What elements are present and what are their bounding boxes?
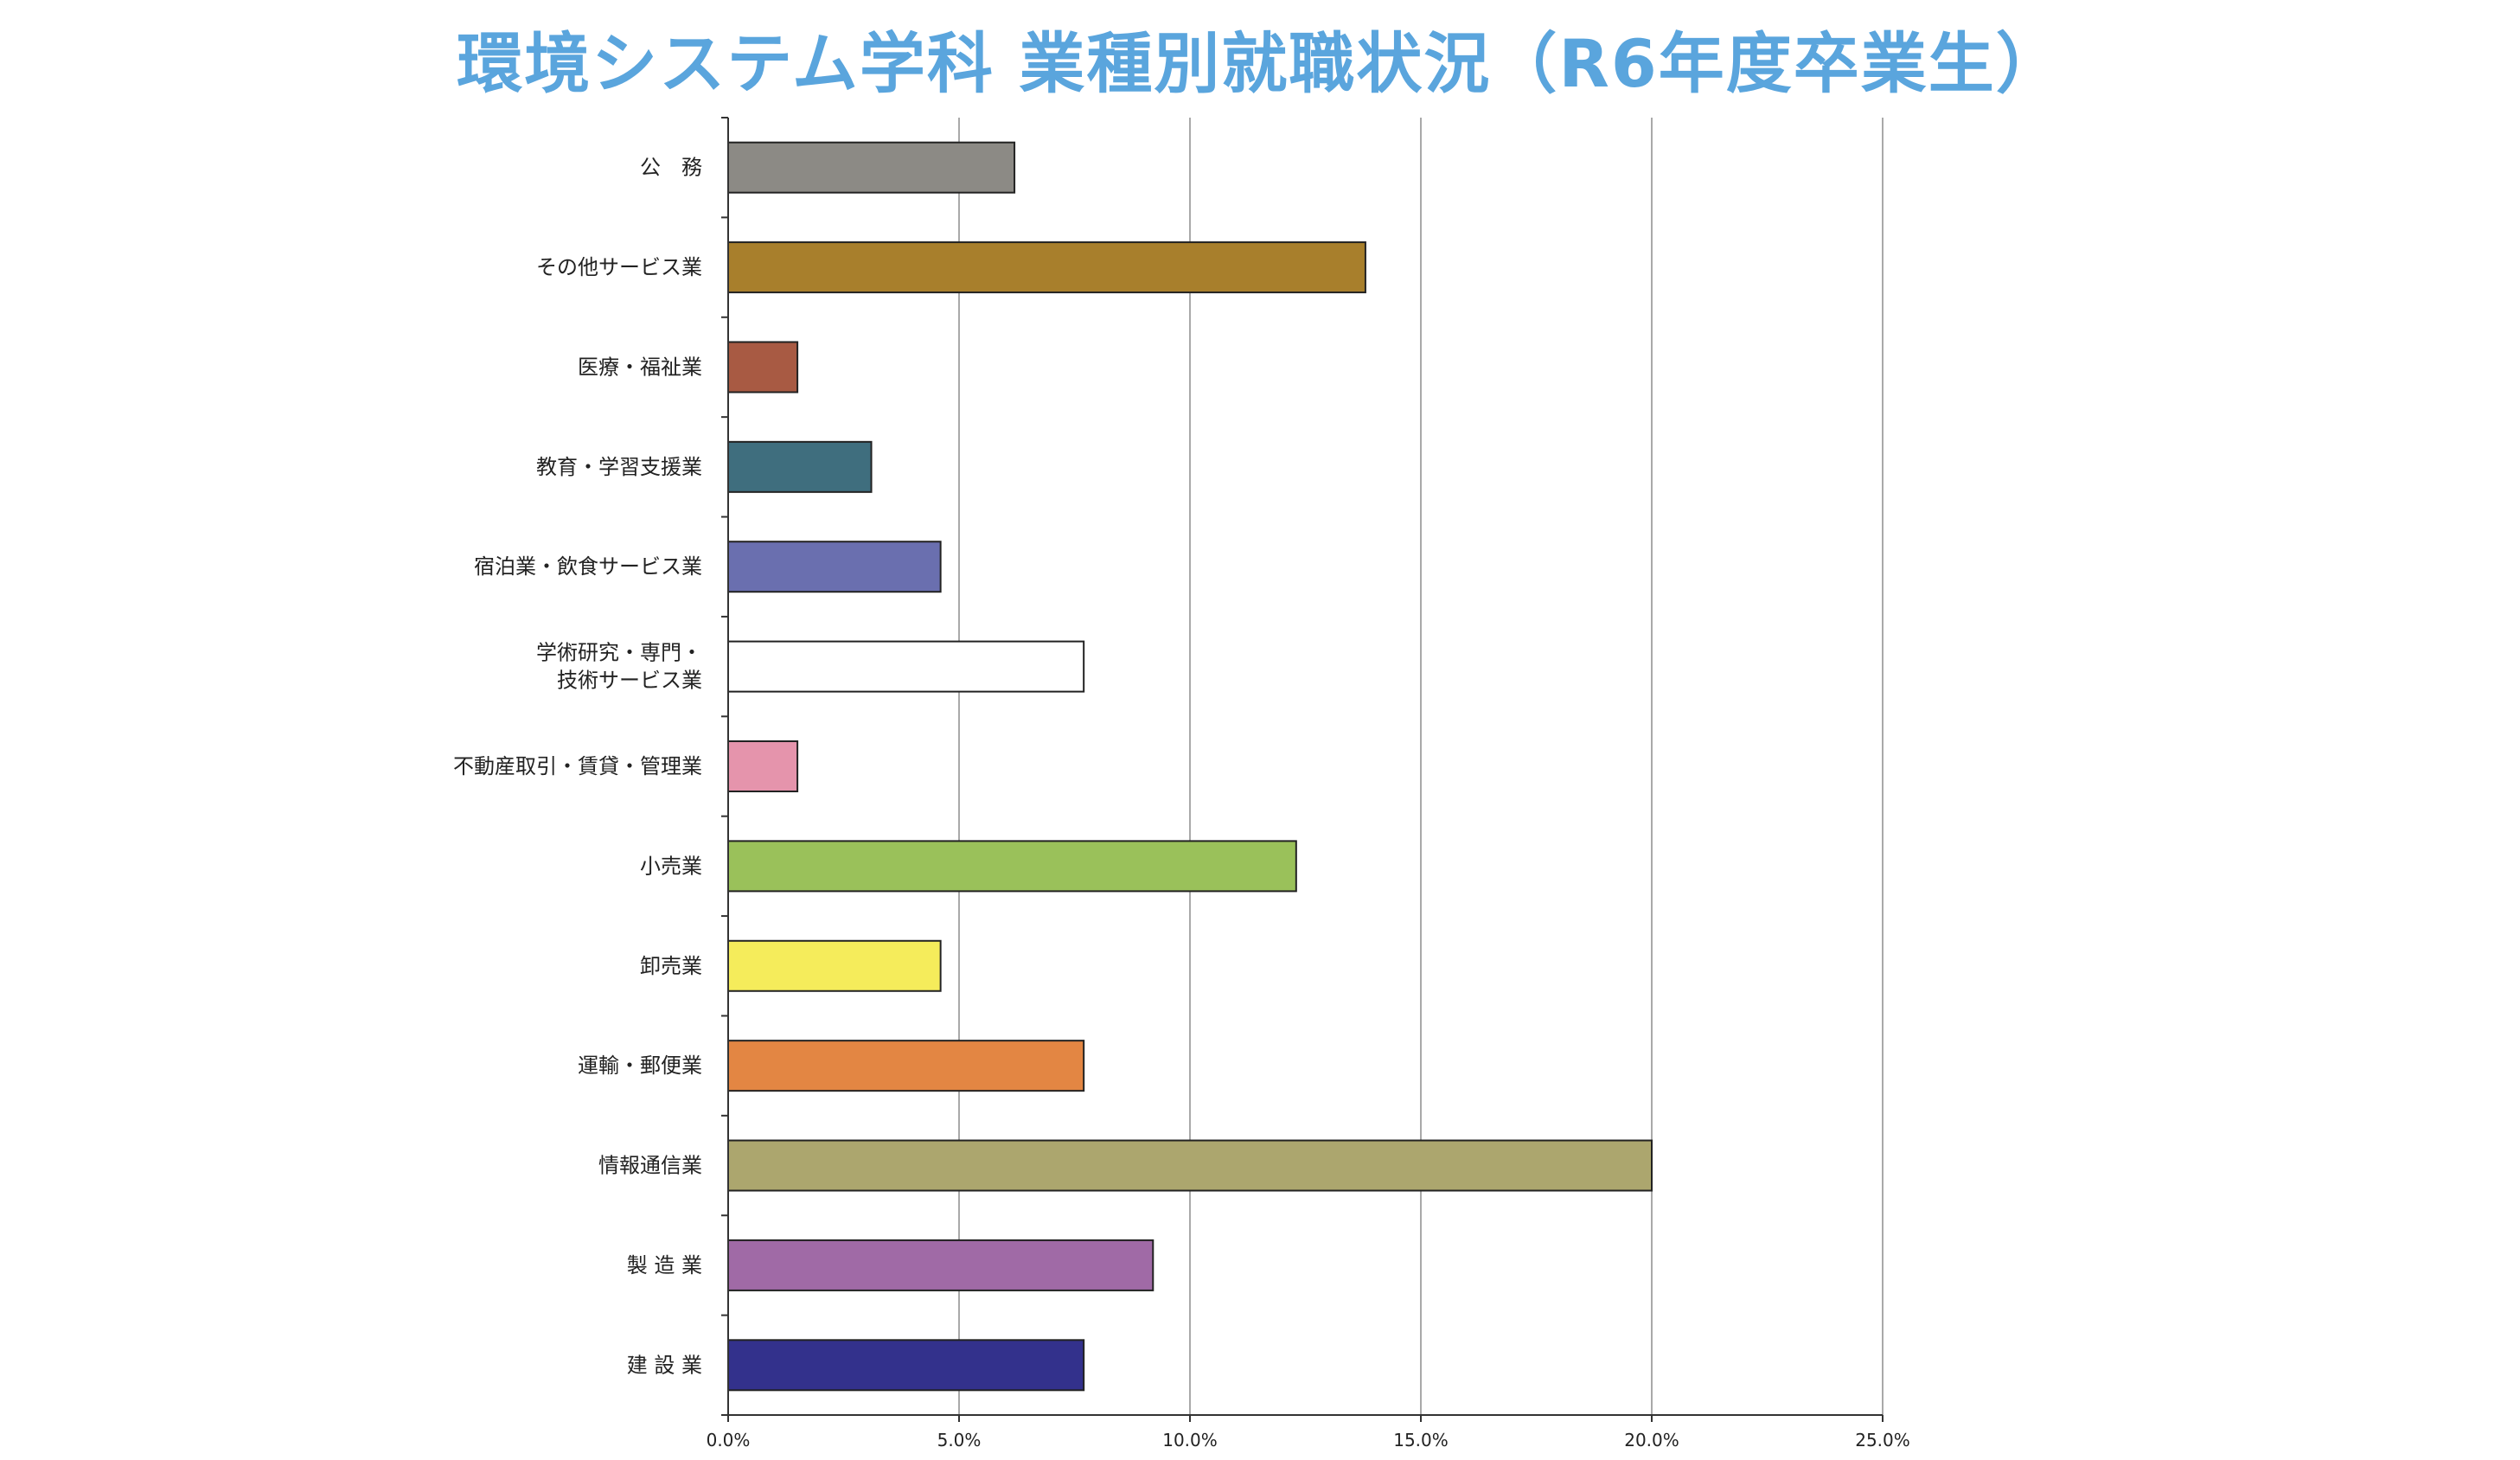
x-tick-label: 15.0% bbox=[1393, 1430, 1449, 1450]
x-tick-label: 5.0% bbox=[937, 1430, 982, 1450]
category-label: 公 務 bbox=[640, 156, 702, 180]
bar bbox=[727, 640, 1085, 693]
x-tick-label: 0.0% bbox=[707, 1430, 751, 1450]
bar bbox=[727, 541, 942, 593]
bar bbox=[727, 440, 873, 493]
bar bbox=[727, 341, 799, 394]
bar bbox=[727, 1339, 1085, 1392]
category-label: 小売業 bbox=[640, 854, 702, 878]
bar bbox=[727, 241, 1366, 294]
bar bbox=[727, 939, 942, 992]
bars bbox=[727, 141, 1653, 1392]
bar bbox=[727, 840, 1297, 893]
bar bbox=[727, 1139, 1653, 1192]
x-tick-label: 10.0% bbox=[1162, 1430, 1218, 1450]
x-tick-label: 25.0% bbox=[1855, 1430, 1910, 1450]
category-label: 医療・福祉業 bbox=[578, 355, 702, 379]
bar bbox=[727, 1040, 1085, 1092]
category-labels: 公 務その他サービス業医療・福祉業教育・学習支援業宿泊業・飲食サービス業学術研究… bbox=[453, 156, 702, 1378]
bar bbox=[727, 1239, 1154, 1291]
category-label: 情報通信業 bbox=[598, 1154, 702, 1178]
category-label: その他サービス業 bbox=[536, 255, 702, 279]
tick-labels: 0.0% 5.0% 10.0% 15.0% 20.0% 25.0% bbox=[707, 1430, 1910, 1450]
bar bbox=[727, 141, 1016, 194]
category-label: 卸売業 bbox=[640, 954, 702, 978]
category-label: 教育・学習支援業 bbox=[536, 455, 702, 479]
bar bbox=[727, 740, 799, 792]
category-label: 学術研究・専門・技術サービス業 bbox=[536, 641, 702, 693]
category-label: 製 造 業 bbox=[627, 1253, 702, 1278]
category-label: 宿泊業・飲食サービス業 bbox=[474, 554, 702, 579]
grid-lines bbox=[958, 118, 1884, 1415]
category-label: 運輸・郵便業 bbox=[578, 1053, 702, 1078]
x-tick-label: 20.0% bbox=[1624, 1430, 1679, 1450]
category-label: 不動産取引・賃貸・管理業 bbox=[453, 754, 702, 778]
category-label: 建 設 業 bbox=[627, 1353, 702, 1377]
axes bbox=[721, 117, 1884, 1422]
chart-title: 環境システム学科 業種別就職状況（R6年度卒業生） bbox=[457, 25, 2063, 102]
